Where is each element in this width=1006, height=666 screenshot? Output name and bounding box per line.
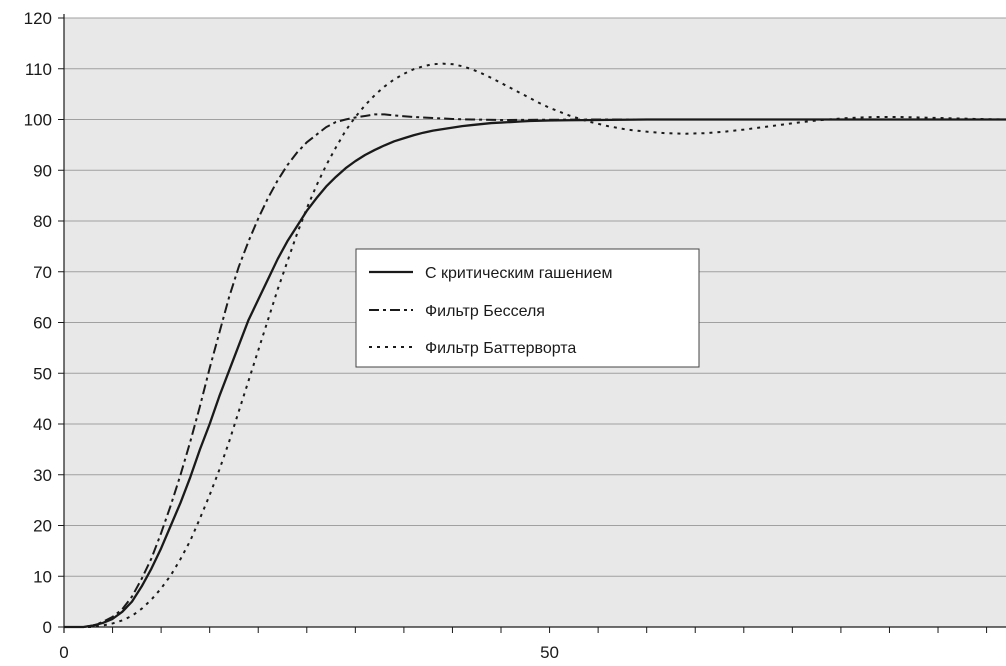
y-tick-label-120: 120 [24, 9, 52, 28]
y-tick-label-0: 0 [43, 618, 52, 637]
y-tick-label-10: 10 [33, 567, 52, 586]
y-tick-label-20: 20 [33, 517, 52, 536]
y-tick-label-90: 90 [33, 161, 52, 180]
tick-labels: 0 10 20 30 40 50 60 70 80 90 100 110 120 0 50 [24, 9, 559, 662]
legend-label-bessel: Фильтр Бесселя [425, 303, 545, 320]
y-tick-label-40: 40 [33, 415, 52, 434]
axes [58, 14, 1006, 633]
legend-label-critical: С критическим гашением [425, 265, 613, 282]
x-tick-label-50: 50 [540, 643, 559, 662]
series-lines [64, 62, 1006, 629]
y-tick-label-30: 30 [33, 466, 52, 485]
series-butterworth [64, 62, 1006, 628]
legend: С критическим гашением Фильтр Бесселя Фи… [355, 248, 700, 368]
x-tick-label-0: 0 [59, 643, 68, 662]
series-bessel [64, 113, 1006, 628]
y-tick-label-50: 50 [33, 364, 52, 383]
legend-label-butterworth: Фильтр Баттерворта [425, 340, 576, 357]
y-tick-label-80: 80 [33, 212, 52, 231]
y-tick-label-100: 100 [24, 111, 52, 130]
legend-box [355, 248, 700, 368]
series-critical-damping [64, 118, 1006, 629]
y-tick-label-70: 70 [33, 263, 52, 282]
y-tick-label-60: 60 [33, 314, 52, 333]
y-tick-label-110: 110 [25, 60, 52, 79]
